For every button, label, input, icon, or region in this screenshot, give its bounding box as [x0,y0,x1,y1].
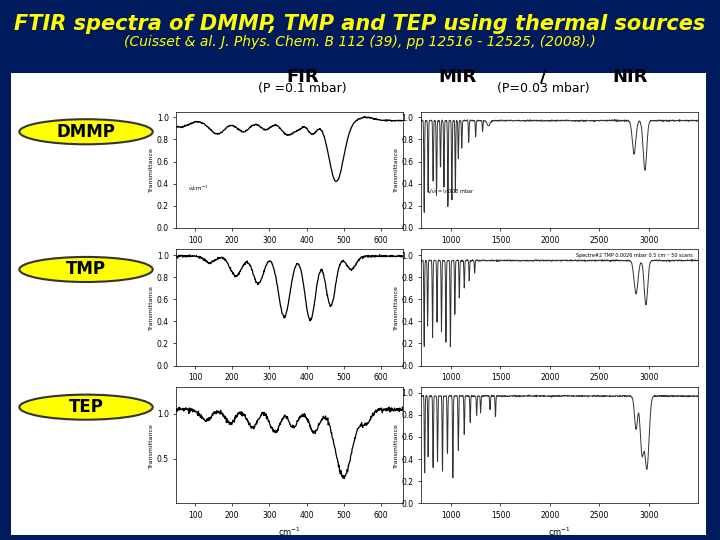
Text: DMMP: DMMP [57,123,115,141]
Y-axis label: Transmittance: Transmittance [149,147,154,192]
Text: (P =0.1 mbar): (P =0.1 mbar) [258,82,347,95]
Text: /: / [540,68,547,85]
Text: TMP: TMP [66,260,106,279]
Text: FTIR spectra of DMMP, TMP and TEP using thermal sources: FTIR spectra of DMMP, TMP and TEP using … [14,14,706,33]
Y-axis label: Transmittance: Transmittance [394,285,399,330]
Text: $\tilde{\nu}/\tilde{\nu}_0=$\n0.03 mbar: $\tilde{\nu}/\tilde{\nu}_0=$\n0.03 mbar [427,187,474,196]
Text: $\tilde{\nu}$/cm$^{-1}$: $\tilde{\nu}$/cm$^{-1}$ [188,184,208,193]
Y-axis label: Transmittance: Transmittance [394,147,399,192]
Text: (P=0.03 mbar): (P=0.03 mbar) [498,82,590,95]
Text: Spectre#2 TMP 0.0026 mbar 0.5 cm⁻¹ 50 scans: Spectre#2 TMP 0.0026 mbar 0.5 cm⁻¹ 50 sc… [576,253,693,258]
X-axis label: cm$^{-1}$: cm$^{-1}$ [279,525,301,538]
Text: (Cuisset & al. J. Phys. Chem. B 112 (39), pp 12516 - 12525, (2008).): (Cuisset & al. J. Phys. Chem. B 112 (39)… [124,35,596,49]
Ellipse shape [19,119,153,144]
Text: FIR: FIR [286,68,319,85]
Text: MIR: MIR [438,68,477,85]
Ellipse shape [19,257,153,282]
X-axis label: cm$^{-1}$: cm$^{-1}$ [549,525,571,538]
Y-axis label: Transmittance: Transmittance [149,285,154,330]
FancyBboxPatch shape [0,64,719,540]
Y-axis label: Transmittance: Transmittance [394,423,399,468]
Text: NIR: NIR [612,68,648,85]
Ellipse shape [19,395,153,420]
Text: TEP: TEP [68,398,104,416]
Y-axis label: Transmittance: Transmittance [149,423,154,468]
